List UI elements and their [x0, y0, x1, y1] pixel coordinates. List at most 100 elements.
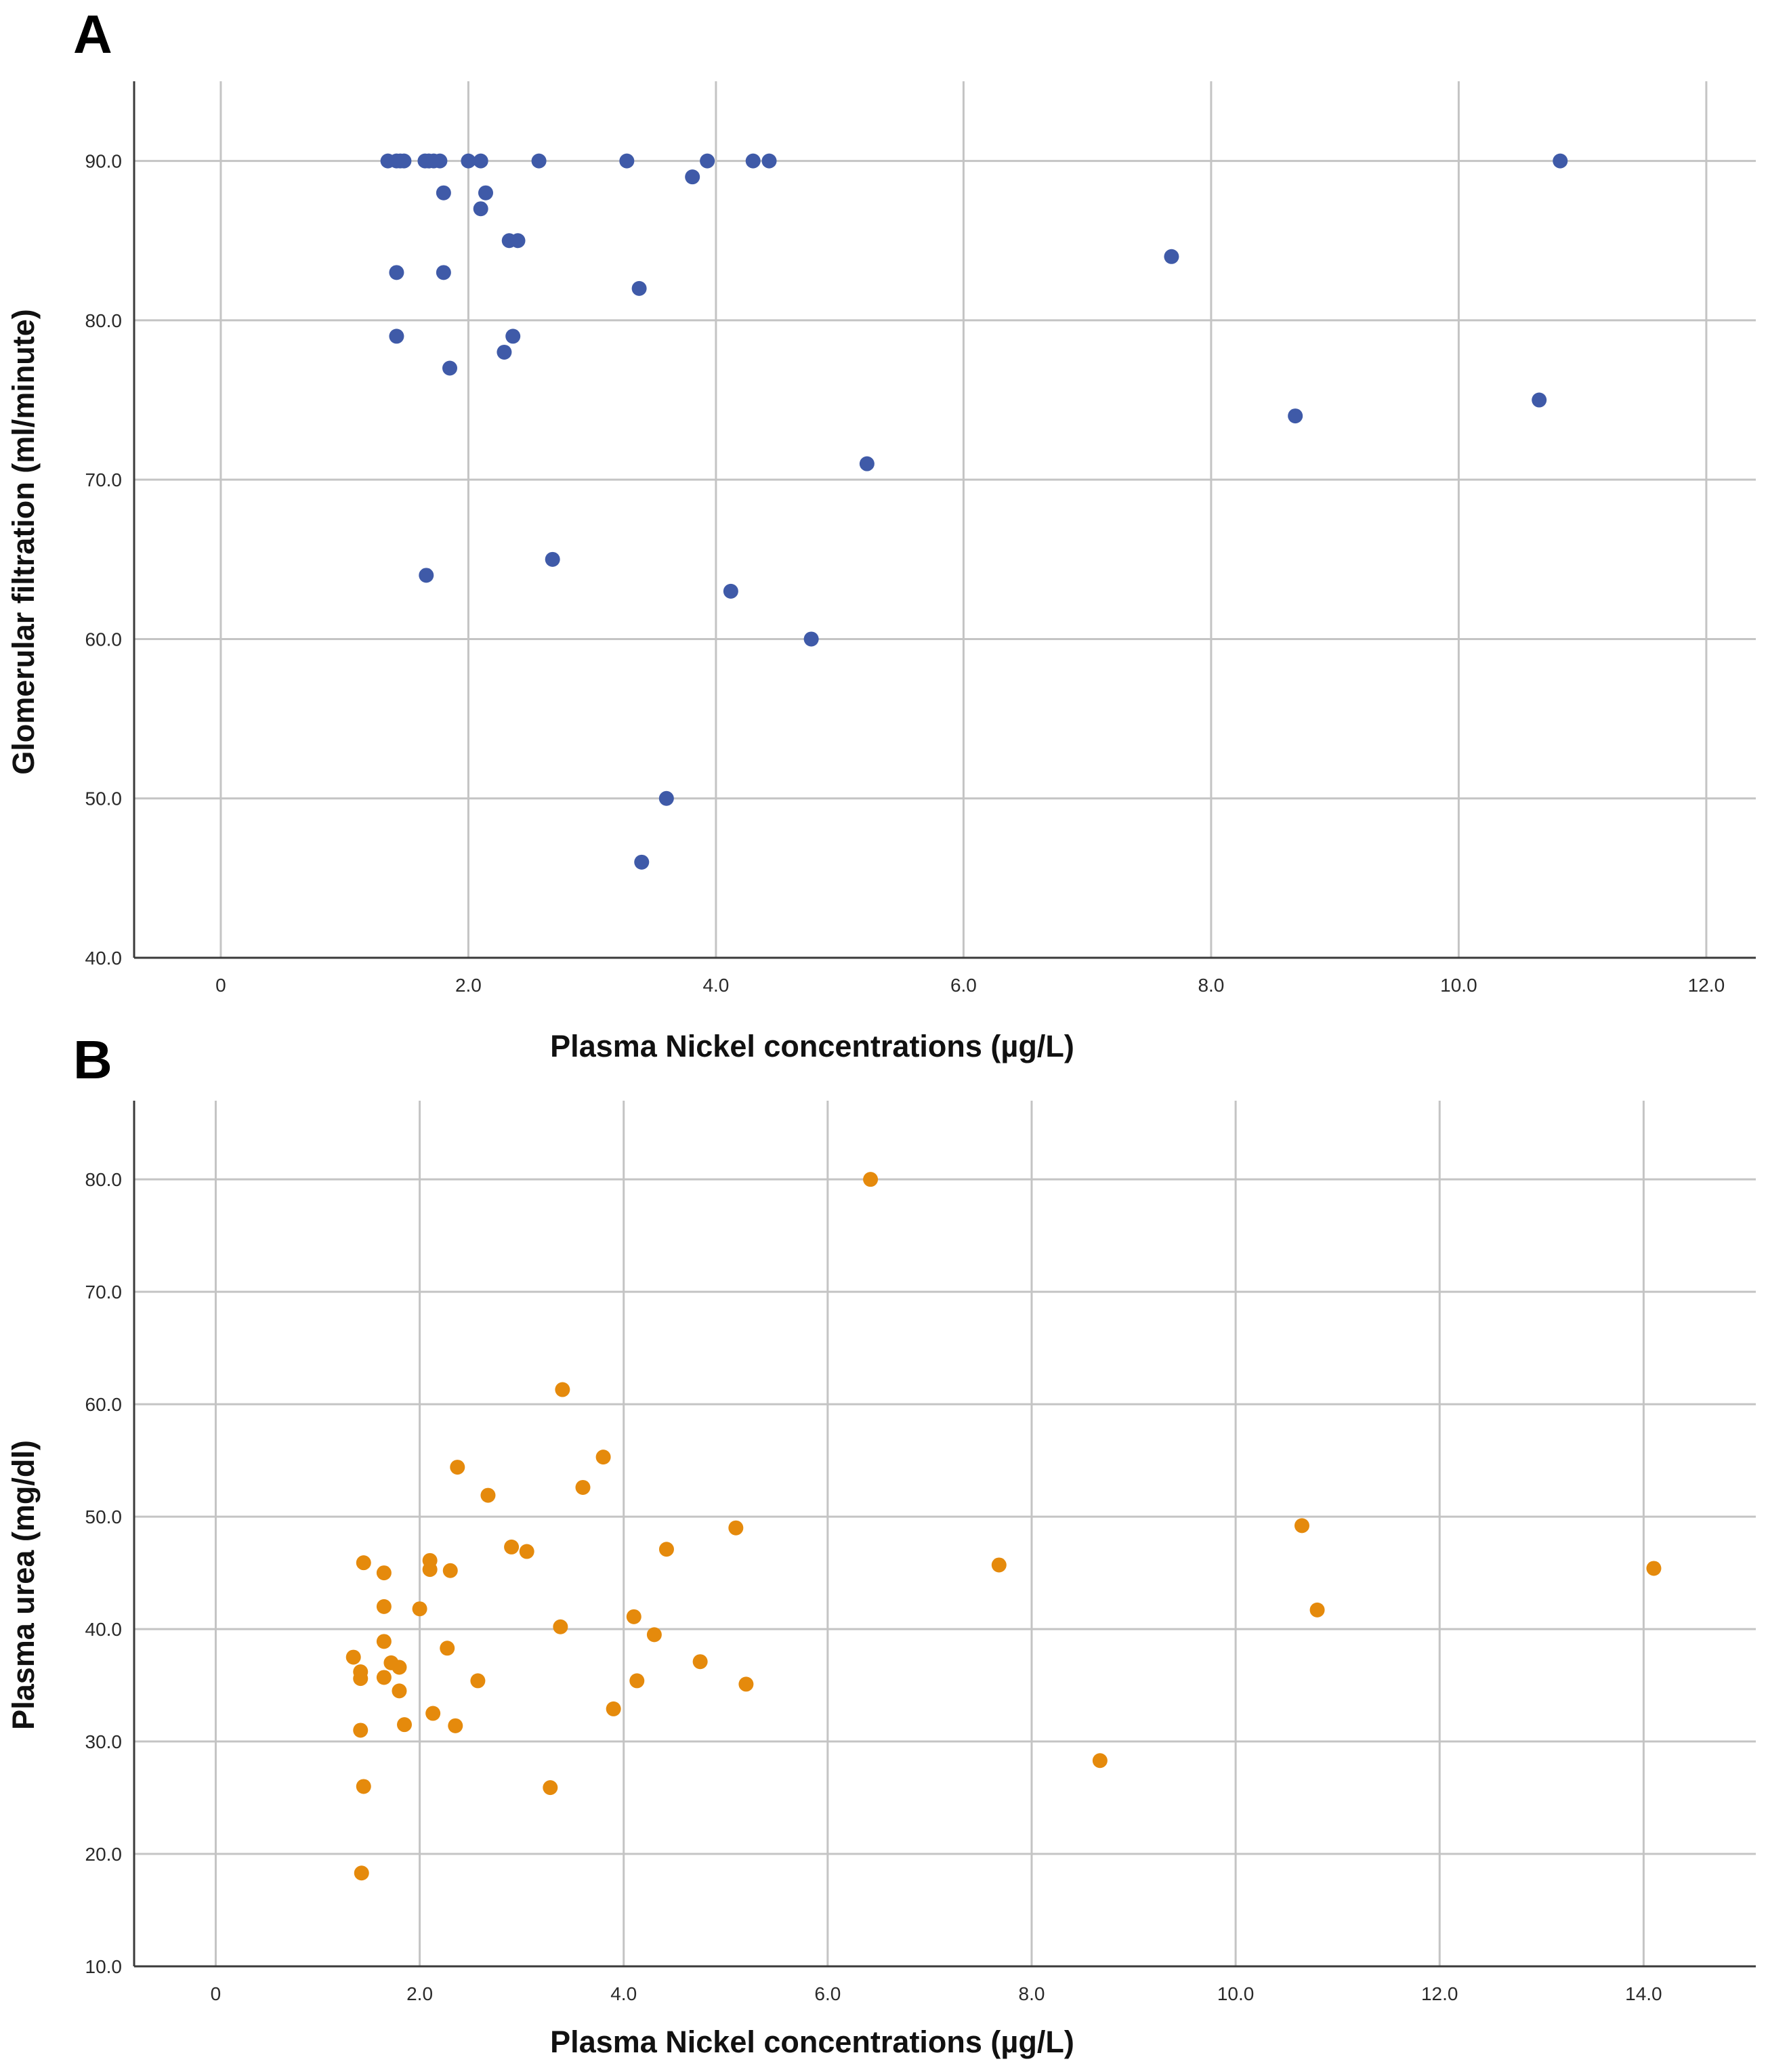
panel-a-x-tick-label: 6.0 — [950, 975, 977, 996]
panel-b-data-point — [353, 1722, 369, 1738]
panel-a-data-point — [685, 169, 700, 185]
panel-a-data-point — [1532, 392, 1547, 408]
panel-a-data-point — [723, 583, 738, 599]
panel-b-y-tick-label: 40.0 — [85, 1619, 123, 1640]
panel-b-data-point — [376, 1670, 392, 1685]
panel-b-data-point — [422, 1562, 438, 1578]
panel-b-data-point — [442, 1563, 458, 1578]
panel-b-y-axis-label: Plasma urea (mg/dl) — [6, 1440, 41, 1730]
panel-b-data-point — [470, 1673, 486, 1689]
panel-b-y-tick-label: 10.0 — [85, 1956, 123, 1977]
panel-b-data-point — [397, 1717, 412, 1733]
panel-b-y-tick-labels: 10.0 20.0 30.0 40.0 50.0 60.0 70.0 80.0 — [85, 1169, 123, 1977]
panel-a-gridlines — [134, 81, 1756, 958]
panel-b-data-point — [543, 1780, 558, 1796]
panel-b-data-point — [392, 1659, 407, 1675]
panel-a-data-point — [497, 344, 512, 360]
panel-b-x-tick-label: 10.0 — [1217, 1983, 1255, 2004]
panel-b-x-tick-label: 12.0 — [1421, 1983, 1458, 2004]
panel-a-x-tick-label: 0 — [215, 975, 226, 996]
panel-b-y-tick-label: 30.0 — [85, 1731, 123, 1752]
panel-b-x-tick-label: 0 — [211, 1983, 222, 2004]
panel-a-data-point — [442, 360, 458, 376]
panel-a-data-point — [619, 153, 635, 169]
panel-b-data-point — [480, 1487, 496, 1503]
panel-b-x-tick-labels: 0 2.0 4.0 6.0 8.0 10.0 12.0 14.0 — [211, 1983, 1662, 2004]
panel-b-x-tick-label: 6.0 — [814, 1983, 841, 2004]
panel-b-data-point — [991, 1557, 1007, 1573]
panel-a-x-tick-label: 4.0 — [702, 975, 729, 996]
panel-a-data-point — [436, 265, 451, 280]
panel-b-data-point — [575, 1479, 591, 1495]
panel-b-data-point — [692, 1654, 708, 1670]
panel-b-scatter: B 0 2.0 4.0 6.0 8.0 10.0 12.0 14.0 10.0 20.0 30.0… — [6, 1030, 1756, 2059]
panel-b-gridlines — [134, 1101, 1756, 1966]
panel-a-data-point — [389, 329, 404, 344]
panel-b-y-tick-label: 80.0 — [85, 1169, 123, 1190]
panel-a-data-point — [803, 631, 819, 647]
panel-a-data-point — [436, 185, 451, 200]
panel-a-data-point — [545, 551, 560, 567]
panel-a-x-axis-label: Plasma Nickel concentrations (µg/L) — [550, 1029, 1074, 1063]
panel-a-x-tick-label: 2.0 — [455, 975, 482, 996]
panel-a-axes — [133, 81, 1756, 959]
panel-b-x-tick-label: 8.0 — [1019, 1983, 1045, 2004]
panel-b-x-tick-label: 4.0 — [610, 1983, 637, 2004]
panel-b-data-point — [658, 1542, 674, 1557]
panel-a-data-point — [700, 153, 715, 169]
panel-a-data-point — [631, 280, 647, 296]
panel-b-data-point — [412, 1601, 427, 1617]
panel-a-y-tick-label: 90.0 — [85, 151, 123, 172]
panel-b-data-point — [450, 1460, 465, 1475]
panel-b-data-point — [555, 1382, 570, 1397]
panel-a-data-point — [761, 153, 777, 169]
panel-b-data-point — [595, 1450, 611, 1465]
panel-a-data-point — [432, 153, 448, 169]
panel-b-y-tick-label: 70.0 — [85, 1282, 123, 1303]
panel-b-data-point — [738, 1676, 754, 1692]
panel-b-y-tick-label: 50.0 — [85, 1506, 123, 1527]
panel-a-y-tick-label: 40.0 — [85, 948, 123, 969]
panel-a-data-point — [1553, 153, 1568, 169]
panel-b-data-point — [345, 1649, 361, 1665]
panel-b-x-tick-label: 2.0 — [406, 1983, 433, 2004]
panel-b-data-point — [504, 1539, 520, 1555]
panel-b-data-point — [1309, 1602, 1325, 1618]
panel-a-data-points — [380, 153, 1568, 870]
panel-a-y-tick-label: 70.0 — [85, 469, 123, 490]
panel-a-data-point — [531, 153, 547, 169]
panel-a-data-point — [745, 153, 761, 169]
panel-a-data-point — [505, 329, 521, 344]
panel-b-data-point — [425, 1706, 441, 1721]
panel-a-label: A — [73, 4, 112, 64]
panel-b-data-point — [356, 1779, 371, 1794]
panel-b-data-point — [1092, 1753, 1108, 1769]
panel-a-x-tick-label: 12.0 — [1688, 975, 1725, 996]
panel-a-y-tick-label: 50.0 — [85, 788, 123, 809]
panel-b-y-tick-label: 60.0 — [85, 1394, 123, 1415]
panel-b-data-point — [356, 1555, 371, 1571]
panel-a-data-point — [658, 790, 674, 806]
panel-b-data-point — [626, 1609, 641, 1624]
panel-a-data-point — [396, 153, 412, 169]
panel-a-y-tick-label: 80.0 — [85, 310, 123, 331]
panel-a-data-point — [1164, 249, 1179, 264]
panel-a-data-point — [1288, 408, 1303, 424]
panel-b-label: B — [73, 1030, 112, 1090]
panel-a-x-tick-label: 8.0 — [1198, 975, 1224, 996]
panel-a-data-point — [473, 201, 488, 217]
panel-b-data-point — [728, 1520, 744, 1536]
panel-a-data-point — [859, 456, 875, 471]
panel-b-data-point — [376, 1634, 392, 1649]
panel-b-data-point — [448, 1718, 463, 1733]
panel-b-data-point — [376, 1565, 392, 1581]
panel-b-data-point — [646, 1627, 662, 1643]
panel-a-data-point — [634, 854, 650, 870]
panel-b-data-point — [354, 1865, 369, 1881]
panel-b-data-point — [376, 1599, 392, 1614]
panel-b-axes — [133, 1101, 1756, 1968]
panel-b-data-point — [392, 1683, 407, 1699]
panel-b-x-tick-label: 14.0 — [1625, 1983, 1662, 2004]
panel-a-x-tick-label: 10.0 — [1440, 975, 1477, 996]
